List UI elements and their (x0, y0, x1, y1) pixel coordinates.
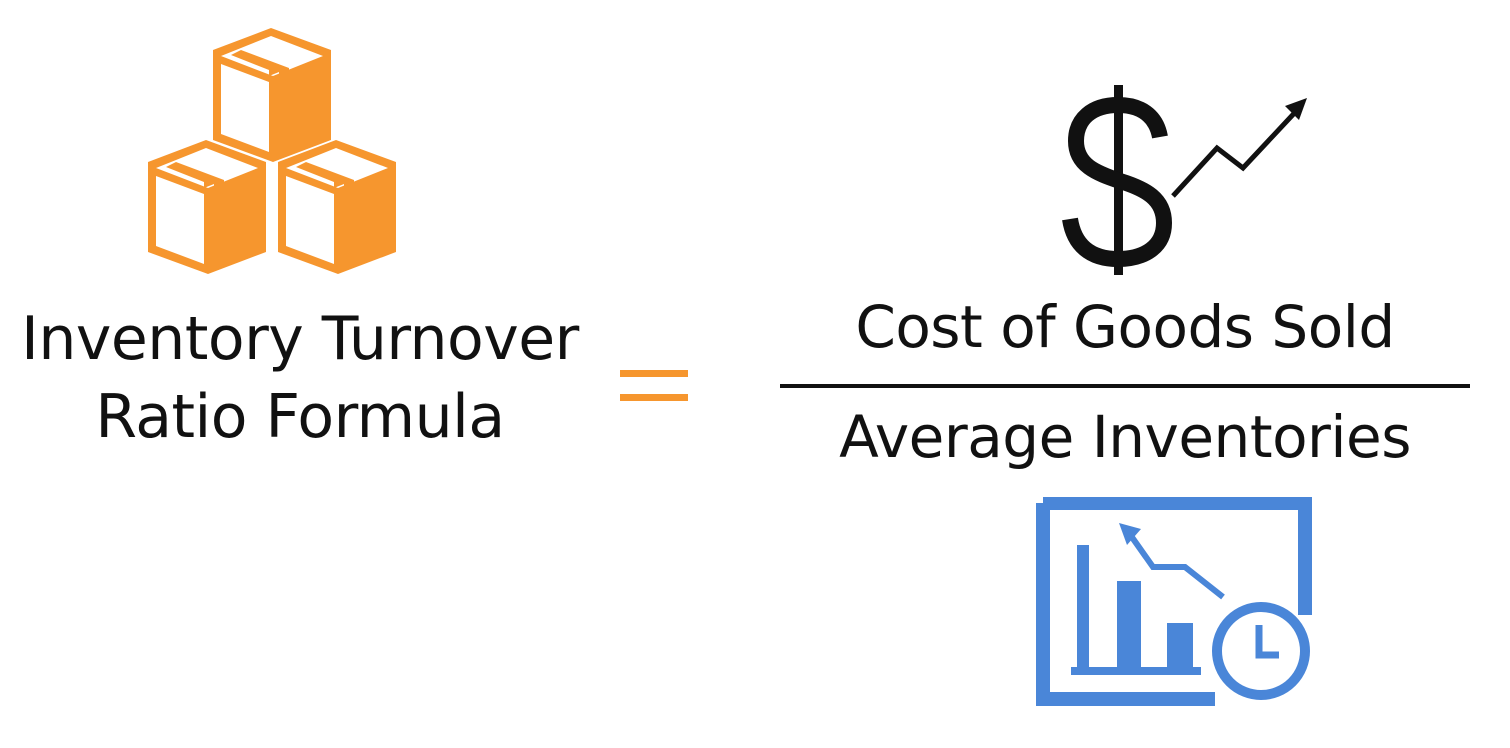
stacked-boxes-icon (148, 28, 396, 274)
chart-clock-icon (1036, 497, 1312, 706)
denominator-text: Average Inventories (839, 403, 1411, 471)
fraction-bar (780, 384, 1470, 388)
equals-sign-icon (620, 370, 688, 401)
formula-title: Inventory Turnover Ratio Formula (0, 300, 600, 456)
formula-title-line-1: Inventory Turnover (21, 304, 579, 374)
formula-title-line-2: Ratio Formula (95, 382, 505, 452)
trend-arrow-icon (1171, 98, 1307, 198)
dollar-icon (1062, 85, 1173, 275)
numerator-text: Cost of Goods Sold (855, 293, 1395, 361)
